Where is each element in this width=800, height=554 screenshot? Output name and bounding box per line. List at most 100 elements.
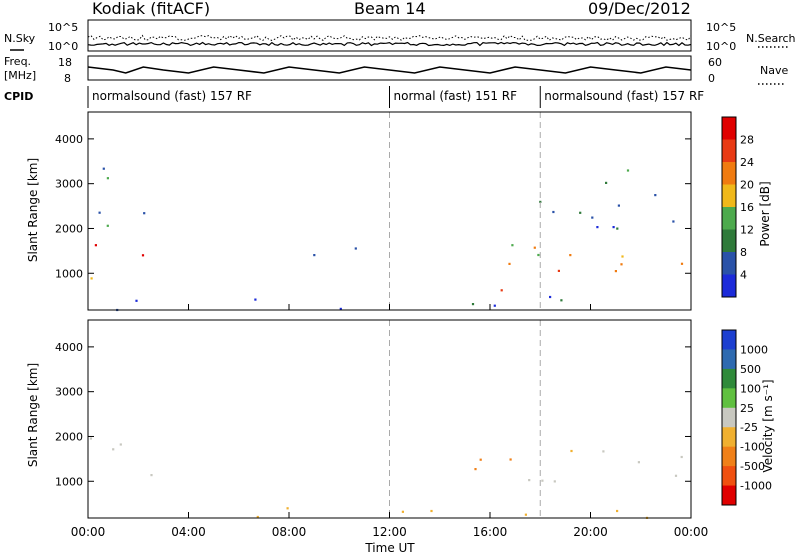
velocity-cell-r3 [256, 515, 259, 519]
noise-left-label: N.Sky [4, 32, 36, 45]
power-cell-r5 [614, 270, 617, 273]
power-cell-r2 [354, 247, 357, 250]
power-colorbar-tick: 4 [740, 269, 747, 282]
power-panel-frame [87, 111, 692, 311]
velocity-colorbar-swatch [722, 330, 736, 350]
power-cell-r6 [605, 181, 608, 184]
power-cell-r6 [616, 227, 619, 230]
x-tick-label: 00:00 [674, 525, 709, 539]
power-cell-r0 [94, 244, 97, 247]
velocity-colorbar-tick: 1000 [740, 343, 768, 356]
velocity-colorbar-tick: -100 [740, 441, 765, 454]
velocity-colorbar-tick: 100 [740, 382, 761, 395]
power-cell-r5 [533, 246, 536, 249]
freq-left-label-2: [MHz] [4, 69, 36, 82]
power-cell-r6 [626, 169, 630, 172]
freq-left-tick-bottom: 8 [64, 72, 71, 85]
velocity-colorbar-swatch [722, 349, 736, 370]
velocity-panel-frame [87, 319, 692, 519]
power-cell-r0 [90, 277, 93, 280]
power-colorbar-swatch [722, 117, 736, 140]
velocity-cell-r2 [553, 480, 556, 483]
noise-right-tick-top: 10^5 [706, 21, 736, 34]
velocity-cell-r0 [112, 448, 115, 451]
power-cell-r6 [654, 194, 657, 197]
power-cell-r0 [141, 254, 145, 257]
freq-left-tick-top: 18 [58, 56, 72, 69]
power-cell-r3 [511, 244, 514, 247]
velocity-cell-r2 [570, 449, 573, 453]
power-cell-r6 [539, 200, 542, 203]
power-colorbar-swatch [722, 229, 736, 253]
noise-left-tick-bottom: 10^0 [48, 40, 78, 53]
velocity-colorbar-frame [721, 329, 737, 506]
x-tick-label: 12:00 [372, 525, 407, 539]
power-cell-r5 [680, 262, 684, 265]
velocity-cell-r2 [528, 479, 531, 482]
power-colorbar-tick: 12 [740, 224, 754, 237]
velocity-colorbar-tick: -25 [740, 421, 758, 434]
power-cell-r1 [106, 224, 109, 227]
power-cell-r4 [500, 289, 503, 292]
header-date: 09/Dec/2012 [588, 0, 691, 18]
freq-trace [87, 66, 692, 74]
freq-right-tick-bottom: 0 [708, 72, 715, 85]
velocity-cell-r2 [674, 474, 678, 477]
power-cell-r5 [621, 255, 624, 258]
velocity-colorbar-swatch [722, 485, 736, 506]
velocity-colorbar-tick: -500 [740, 460, 765, 473]
velocity-cell-r0 [150, 474, 153, 477]
velocity-cell-r1 [509, 458, 512, 461]
velocity-cell-r0 [119, 443, 122, 446]
velocity-ytick-label: 1000 [55, 475, 83, 488]
power-cell-r1 [102, 167, 105, 170]
power-colorbar-swatch [722, 274, 736, 298]
velocity-colorbar-swatch [722, 407, 736, 428]
power-cell-r7 [549, 295, 552, 299]
velocity-colorbar-swatch [722, 446, 736, 467]
cpid-segment-label: normal (fast) 151 RF [394, 89, 518, 103]
noise-search-trace [87, 34, 692, 42]
cpid-segment-label: normalsound (fast) 157 RF [544, 89, 704, 103]
power-ytick-label: 2000 [55, 222, 83, 235]
power-cell-r6 [596, 226, 599, 229]
power-colorbar-swatch [722, 252, 736, 275]
velocity-cell-r1 [479, 458, 482, 461]
power-colorbar-swatch [722, 207, 736, 230]
power-colorbar-swatch [722, 162, 736, 185]
power-cell-r7 [471, 303, 475, 306]
power-cell-r1 [106, 177, 109, 180]
power-colorbar-tick: 28 [740, 134, 754, 147]
power-colorbar-tick: 20 [740, 179, 754, 192]
power-cell-r6 [672, 220, 675, 223]
power-ytick-label: 3000 [55, 178, 83, 191]
freq-right-label: Nave [760, 64, 788, 77]
power-cell-r5 [557, 269, 560, 272]
velocity-colorbar-swatch [722, 368, 736, 389]
freq-right-tick-top: 60 [708, 56, 722, 69]
power-cell-r6 [552, 210, 555, 214]
power-cell-r6 [591, 216, 594, 219]
velocity-cell-r1 [474, 468, 477, 471]
power-ytick-label: 1000 [55, 267, 83, 280]
x-tick-label: 04:00 [171, 525, 206, 539]
power-cell-r7 [135, 299, 138, 302]
cpid-label: CPID [4, 90, 33, 103]
power-cell-r2 [313, 254, 316, 257]
x-axis-label: Time UT [364, 541, 415, 554]
freq-panel-frame [87, 55, 692, 81]
velocity-colorbar-label: Velocity [m s⁻¹] [761, 379, 775, 472]
power-cell-r7 [339, 307, 342, 310]
velocity-ytick-label: 2000 [55, 430, 83, 443]
power-cell-r5 [620, 263, 623, 266]
noise-left-tick-top: 10^5 [48, 21, 78, 34]
velocity-cell-r3 [524, 513, 527, 516]
velocity-ytick-label: 3000 [55, 386, 83, 399]
velocity-cell-r2 [541, 479, 544, 482]
power-cell-r7 [560, 299, 563, 302]
power-cell-r7 [254, 298, 257, 301]
power-colorbar-swatch [722, 184, 736, 208]
noise-right-tick-bottom: 10^0 [706, 40, 736, 53]
power-cell-r7 [493, 304, 496, 307]
